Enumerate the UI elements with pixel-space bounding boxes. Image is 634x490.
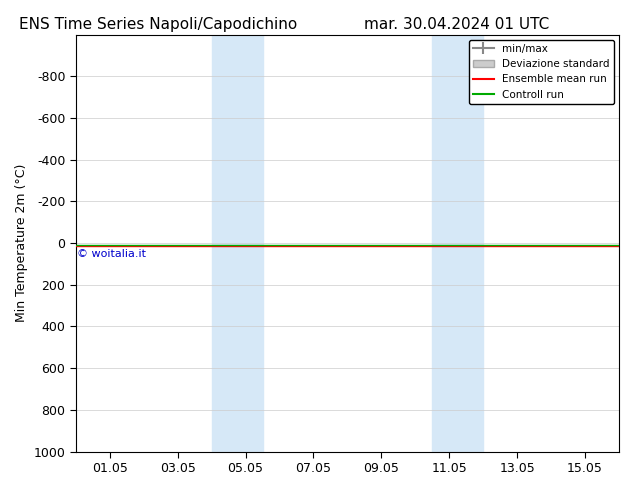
Bar xyxy=(212,35,262,452)
Bar xyxy=(432,35,483,452)
Legend: min/max, Deviazione standard, Ensemble mean run, Controll run: min/max, Deviazione standard, Ensemble m… xyxy=(469,40,614,104)
Text: ENS Time Series Napoli/Capodichino: ENS Time Series Napoli/Capodichino xyxy=(20,17,297,32)
Text: © woitalia.it: © woitalia.it xyxy=(77,249,146,259)
Y-axis label: Min Temperature 2m (°C): Min Temperature 2m (°C) xyxy=(15,164,28,322)
Text: mar. 30.04.2024 01 UTC: mar. 30.04.2024 01 UTC xyxy=(364,17,549,32)
